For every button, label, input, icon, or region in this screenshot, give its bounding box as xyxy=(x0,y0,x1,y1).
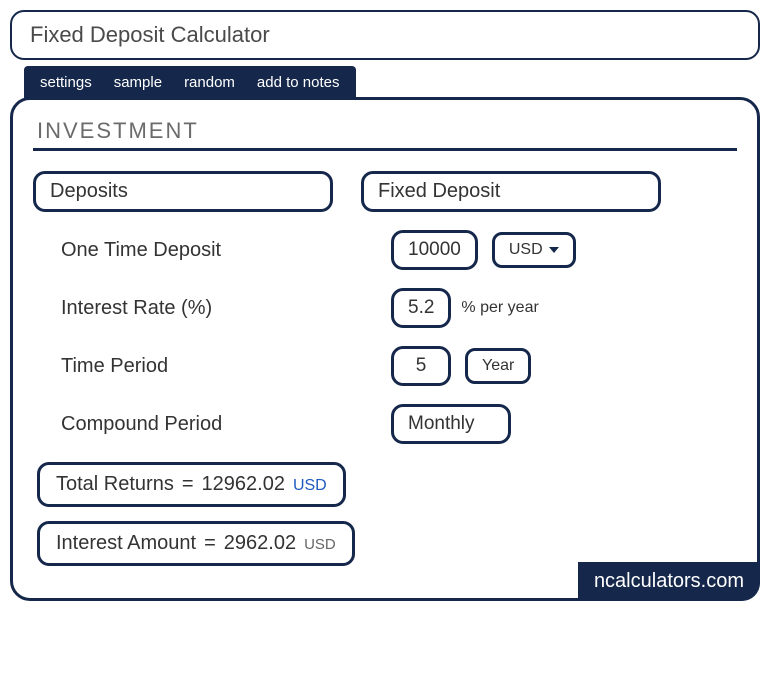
one-time-deposit-label: One Time Deposit xyxy=(61,239,391,262)
interest-rate-unit: % per year xyxy=(461,299,538,317)
tab-sample[interactable]: sample xyxy=(114,74,162,91)
one-time-deposit-row: One Time Deposit 10000 USD xyxy=(33,230,737,270)
tab-random[interactable]: random xyxy=(184,74,235,91)
equals-sign: = xyxy=(182,473,194,496)
total-returns-result: Total Returns = 12962.02 USD xyxy=(37,462,346,507)
currency-select[interactable]: USD xyxy=(492,232,576,268)
total-returns-currency: USD xyxy=(293,477,327,495)
time-period-input[interactable]: 5 xyxy=(391,346,451,386)
interest-rate-label: Interest Rate (%) xyxy=(61,297,391,320)
currency-value: USD xyxy=(509,241,543,259)
interest-amount-result: Interest Amount = 2962.02 USD xyxy=(37,521,355,566)
page-title: Fixed Deposit Calculator xyxy=(30,22,270,47)
equals-sign: = xyxy=(204,532,216,555)
interest-amount-currency: USD xyxy=(304,536,336,553)
interest-rate-row: Interest Rate (%) 5.2 % per year xyxy=(33,288,737,328)
deposits-header: Deposits xyxy=(33,171,333,212)
interest-rate-input[interactable]: 5.2 xyxy=(391,288,451,328)
compound-period-row: Compound Period Monthly xyxy=(33,404,737,444)
time-period-unit-select[interactable]: Year xyxy=(465,348,531,384)
time-period-unit: Year xyxy=(482,357,514,375)
time-period-label: Time Period xyxy=(61,355,391,378)
column-headers: Deposits Fixed Deposit xyxy=(33,171,737,212)
fixed-deposit-header: Fixed Deposit xyxy=(361,171,661,212)
brand-badge[interactable]: ncalculators.com xyxy=(578,562,760,601)
tabs: settings sample random add to notes xyxy=(24,66,356,99)
tab-settings[interactable]: settings xyxy=(40,74,92,91)
interest-amount-value: 2962.02 xyxy=(224,532,296,555)
compound-period-select[interactable]: Monthly xyxy=(391,404,511,444)
title-bar: Fixed Deposit Calculator xyxy=(10,10,760,60)
compound-period-label: Compound Period xyxy=(61,413,391,436)
tab-add-to-notes[interactable]: add to notes xyxy=(257,74,340,91)
chevron-down-icon xyxy=(549,247,559,253)
total-returns-value: 12962.02 xyxy=(202,473,285,496)
calculator-panel: INVESTMENT Deposits Fixed Deposit One Ti… xyxy=(10,97,760,601)
total-returns-label: Total Returns xyxy=(56,473,174,496)
time-period-row: Time Period 5 Year xyxy=(33,346,737,386)
section-header: INVESTMENT xyxy=(33,116,737,151)
interest-amount-label: Interest Amount xyxy=(56,532,196,555)
one-time-deposit-input[interactable]: 10000 xyxy=(391,230,478,270)
